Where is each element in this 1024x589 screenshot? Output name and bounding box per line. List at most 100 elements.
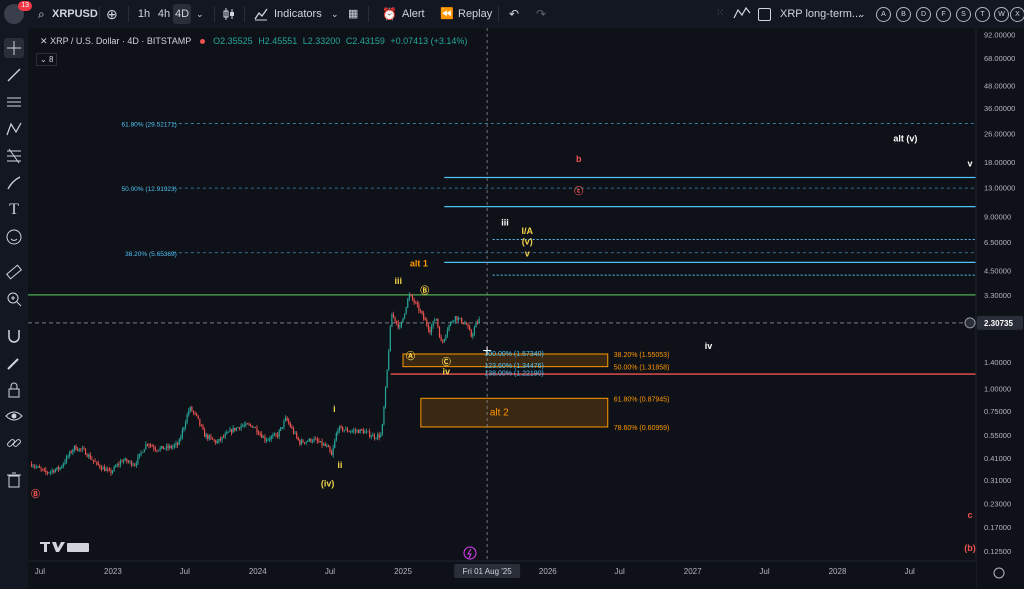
candle-body[interactable] (475, 322, 477, 328)
candle-body[interactable] (270, 436, 272, 440)
candle-body[interactable] (34, 466, 36, 468)
candle-body[interactable] (78, 448, 80, 451)
candle-body[interactable] (283, 420, 285, 428)
candle-body[interactable] (427, 325, 429, 330)
candle-body[interactable] (200, 424, 203, 427)
candle-body[interactable] (297, 437, 299, 441)
candle-body[interactable] (375, 438, 377, 439)
indicators-count-toggle[interactable]: ⌄ 8 (36, 53, 58, 66)
candle-body[interactable] (388, 351, 390, 370)
candle-body[interactable] (426, 320, 428, 326)
candle-body[interactable] (324, 444, 326, 446)
candle-body[interactable] (123, 460, 125, 462)
candle-body[interactable] (30, 464, 33, 467)
candle-body[interactable] (118, 464, 120, 466)
replay-button[interactable]: Replay (458, 8, 493, 20)
candle-body[interactable] (386, 369, 388, 388)
candle-body[interactable] (215, 440, 217, 443)
candle-body[interactable] (307, 441, 309, 442)
candle-body[interactable] (138, 453, 141, 457)
candle-body[interactable] (340, 426, 342, 428)
candle-body[interactable] (380, 434, 382, 438)
candle-body[interactable] (442, 341, 444, 342)
candle-body[interactable] (392, 314, 395, 317)
candle-body[interactable] (207, 434, 209, 439)
candle-body[interactable] (448, 325, 450, 331)
candle-body[interactable] (81, 448, 83, 450)
price-chart[interactable]: 61.80% (29.52171) 50.00% (12.91923) 38.20%… (28, 28, 1024, 589)
candle-body[interactable] (321, 441, 323, 446)
candle-body[interactable] (107, 469, 109, 471)
candle-body[interactable] (54, 469, 56, 473)
candle-body[interactable] (99, 464, 101, 468)
candle-body[interactable] (315, 438, 317, 440)
candle-body[interactable] (416, 302, 418, 305)
candle-body[interactable] (372, 434, 374, 437)
candle-body[interactable] (184, 422, 187, 428)
candle-body[interactable] (102, 467, 104, 470)
candle-body[interactable] (94, 461, 96, 463)
candle-body[interactable] (443, 338, 445, 342)
candle-body[interactable] (127, 461, 129, 463)
candle-body[interactable] (43, 469, 45, 471)
candle-body[interactable] (84, 448, 87, 455)
replay-icon[interactable]: ⏪ (440, 8, 454, 20)
candle-body[interactable] (203, 429, 206, 437)
trash-icon[interactable] (4, 470, 24, 490)
candles-icon[interactable] (222, 7, 236, 21)
legend-symbol[interactable]: XRP / U.S. Dollar · 4D · BITSTAMP (50, 36, 192, 46)
text-tool-icon[interactable]: T (9, 201, 19, 218)
candle-body[interactable] (473, 327, 476, 334)
watchlist-w[interactable]: W (994, 7, 1009, 22)
candle-body[interactable] (457, 318, 460, 321)
candle-body[interactable] (253, 427, 255, 429)
candle-body[interactable] (369, 431, 371, 437)
candle-body[interactable] (326, 445, 328, 447)
candle-body[interactable] (454, 316, 456, 321)
candle-body[interactable] (159, 447, 161, 451)
candle-body[interactable] (459, 318, 461, 320)
candle-body[interactable] (73, 445, 76, 450)
candle-body[interactable] (256, 427, 258, 433)
candle-body[interactable] (175, 443, 177, 445)
candle-body[interactable] (235, 427, 237, 431)
candle-body[interactable] (126, 458, 128, 462)
candle-body[interactable] (91, 458, 93, 460)
candle-body[interactable] (343, 430, 345, 431)
price-axis[interactable] (976, 28, 1024, 589)
candle-body[interactable] (226, 432, 228, 434)
candle-body[interactable] (40, 468, 42, 470)
candle-body[interactable] (464, 323, 466, 325)
candle-body[interactable] (45, 470, 47, 473)
candle-body[interactable] (294, 432, 296, 434)
candle-body[interactable] (223, 436, 225, 438)
candle-body[interactable] (286, 417, 288, 421)
candle-body[interactable] (478, 319, 480, 323)
candle-body[interactable] (299, 440, 301, 445)
candle-body[interactable] (462, 323, 464, 324)
candle-body[interactable] (143, 449, 145, 453)
candle-body[interactable] (391, 314, 393, 327)
pencil-lock-icon[interactable] (4, 353, 24, 373)
candle-body[interactable] (48, 472, 50, 474)
candle-body[interactable] (351, 430, 353, 432)
layout-checkbox[interactable] (758, 8, 771, 21)
candle-body[interactable] (469, 326, 471, 331)
candle-body[interactable] (192, 411, 195, 413)
candle-body[interactable] (86, 454, 88, 457)
avatar[interactable]: 13 (4, 1, 32, 24)
candle-body[interactable] (189, 407, 191, 411)
candle-body[interactable] (72, 449, 74, 453)
candle-body[interactable] (145, 444, 147, 450)
layout-name[interactable]: XRP long-term... (780, 8, 862, 20)
pattern-icon[interactable] (4, 119, 24, 139)
candle-body[interactable] (330, 451, 333, 456)
candle-body[interactable] (32, 466, 34, 468)
candle-body[interactable] (248, 424, 250, 426)
candle-body[interactable] (108, 469, 110, 471)
settings-gear-icon[interactable] (993, 567, 1005, 579)
emoji-icon[interactable] (4, 227, 24, 247)
candle-body[interactable] (56, 467, 58, 470)
lock-icon[interactable] (4, 380, 24, 400)
indicators-icon[interactable] (254, 7, 268, 21)
